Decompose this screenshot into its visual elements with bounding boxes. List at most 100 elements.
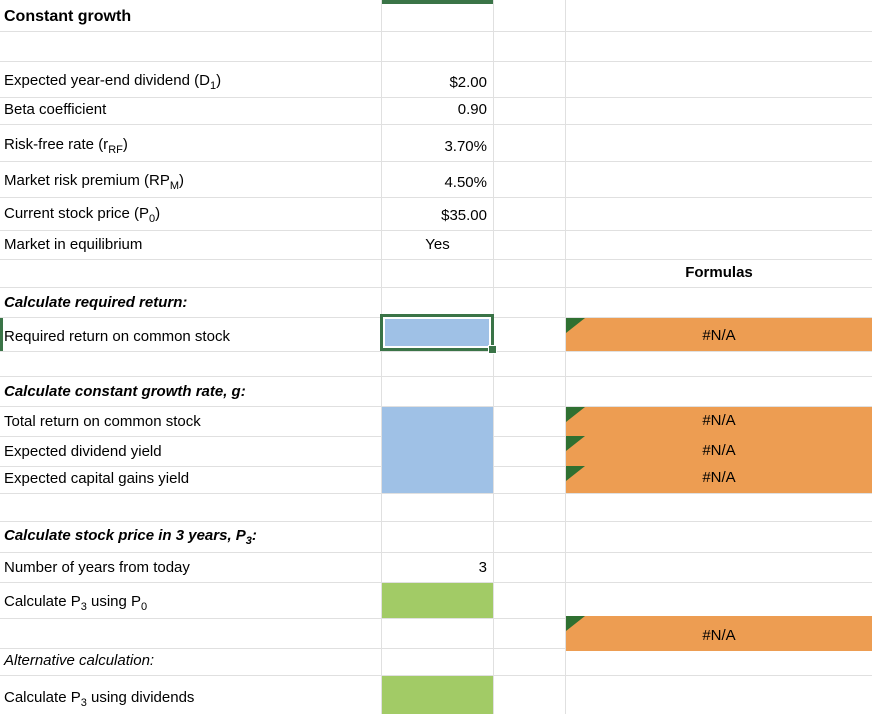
gridline bbox=[565, 0, 566, 714]
error-value: #N/A bbox=[702, 327, 736, 344]
error-indicator-icon bbox=[566, 436, 585, 451]
label-subscript: 3 bbox=[245, 535, 252, 547]
label-part: using dividends bbox=[86, 689, 195, 706]
cell-label-calc-p3-using-dividends[interactable]: Calculate P3 using dividends bbox=[0, 675, 381, 714]
gridline bbox=[0, 582, 872, 583]
label-part: Risk-free rate (r bbox=[4, 136, 109, 153]
cell-label-market-equilibrium[interactable]: Market in equilibrium bbox=[4, 236, 143, 253]
label-part: Calculate P bbox=[4, 689, 81, 706]
error-indicator-icon bbox=[566, 318, 585, 333]
label-subscript: 3 bbox=[80, 601, 87, 613]
label-subscript: 0 bbox=[149, 213, 156, 225]
cell-text: Current stock price (P0) bbox=[4, 205, 160, 225]
gridline bbox=[0, 376, 872, 377]
cell-label-capital-gains-yield[interactable]: Expected capital gains yield bbox=[4, 470, 190, 487]
row-selection-edge bbox=[0, 318, 3, 351]
label-part: ) bbox=[179, 172, 185, 189]
gridline bbox=[493, 0, 494, 714]
gridline bbox=[0, 31, 872, 32]
section-header-alternative[interactable]: Alternative calculation: bbox=[4, 652, 155, 669]
formula-result-cell[interactable]: #N/A bbox=[566, 616, 872, 651]
label-part: ) bbox=[122, 136, 128, 153]
label-subscript: 0 bbox=[141, 601, 148, 613]
formula-result-cell[interactable]: #N/A bbox=[566, 436, 872, 466]
formula-result-cell[interactable]: #N/A bbox=[566, 318, 872, 351]
gridline bbox=[0, 230, 872, 231]
gridline bbox=[0, 675, 872, 676]
label-subscript: M bbox=[169, 180, 180, 192]
label-part: ) bbox=[155, 205, 161, 222]
cell-text: Calculate P3 using dividends bbox=[4, 689, 194, 709]
cell-number-of-years-value[interactable]: 3 bbox=[478, 559, 487, 576]
selected-answer-cell[interactable] bbox=[380, 314, 497, 354]
fill-handle[interactable] bbox=[488, 345, 497, 354]
cell-title[interactable]: Constant growth bbox=[4, 8, 132, 25]
cell-label-total-return[interactable]: Total return on common stock bbox=[4, 413, 201, 430]
gridline bbox=[0, 406, 872, 407]
formulas-column-header[interactable]: Formulas bbox=[685, 264, 753, 281]
cell-label-expected-dividend[interactable]: Expected year-end dividend (D1) bbox=[0, 61, 381, 97]
label-subscript: 1 bbox=[209, 80, 217, 92]
cell-label-risk-free-rate[interactable]: Risk-free rate (rRF) bbox=[0, 124, 381, 161]
cell-risk-free-rate-value[interactable]: 3.70% bbox=[444, 138, 487, 155]
cell-current-stock-price-value[interactable]: $35.00 bbox=[441, 207, 487, 224]
error-value: #N/A bbox=[702, 442, 736, 459]
cell-text: Market risk premium (RPM) bbox=[4, 172, 184, 192]
label-part: ) bbox=[216, 72, 222, 89]
selected-cell-fill bbox=[385, 319, 489, 346]
cell-beta-value[interactable]: 0.90 bbox=[457, 101, 487, 118]
formula-result-cell[interactable]: #N/A bbox=[566, 466, 872, 493]
label-part: : bbox=[251, 527, 257, 544]
answer-cell-green[interactable] bbox=[382, 583, 493, 618]
gridline bbox=[0, 259, 872, 260]
cell-label-market-risk-premium[interactable]: Market risk premium (RPM) bbox=[0, 161, 381, 197]
cell-label-current-stock-price[interactable]: Current stock price (P0) bbox=[0, 197, 381, 230]
answer-cells-blue-block[interactable] bbox=[382, 407, 493, 493]
gridline bbox=[0, 124, 872, 125]
cell-expected-dividend-value[interactable]: $2.00 bbox=[449, 74, 487, 91]
label-part: Market risk premium (RP bbox=[4, 172, 170, 189]
section-header-growth-rate[interactable]: Calculate constant growth rate, g: bbox=[4, 383, 246, 400]
label-subscript: RF bbox=[108, 144, 123, 156]
cell-label-calc-p3-using-p0[interactable]: Calculate P3 using P0 bbox=[0, 582, 381, 618]
gridline bbox=[0, 521, 872, 522]
gridline bbox=[0, 493, 872, 494]
formula-result-block: #N/A #N/A #N/A bbox=[566, 407, 872, 493]
cell-label-number-of-years[interactable]: Number of years from today bbox=[4, 559, 190, 576]
section-header-required-return[interactable]: Calculate required return: bbox=[4, 294, 188, 311]
green-cell-edge bbox=[382, 0, 493, 4]
cell-market-risk-premium-value[interactable]: 4.50% bbox=[444, 174, 487, 191]
section-header-stock-price-3y[interactable]: Calculate stock price in 3 years, P3: bbox=[0, 521, 381, 552]
formula-result-cell[interactable]: #N/A bbox=[566, 407, 872, 436]
gridline bbox=[0, 61, 872, 62]
gridline bbox=[0, 197, 872, 198]
error-indicator-icon bbox=[566, 616, 585, 631]
answer-cell-green[interactable] bbox=[382, 676, 493, 714]
cell-label-beta[interactable]: Beta coefficient bbox=[4, 101, 107, 118]
cell-label-required-return[interactable]: Required return on common stock bbox=[4, 328, 230, 345]
gridline bbox=[0, 618, 872, 619]
gridline bbox=[0, 552, 872, 553]
cell-text: Calculate stock price in 3 years, P3: bbox=[4, 527, 257, 547]
gridline bbox=[0, 648, 872, 649]
gridline bbox=[0, 351, 872, 352]
error-indicator-icon bbox=[566, 466, 585, 481]
error-value: #N/A bbox=[702, 627, 736, 644]
gridline bbox=[0, 161, 872, 162]
cell-text: Calculate P3 using P0 bbox=[4, 593, 147, 613]
label-part: Current stock price (P bbox=[4, 205, 150, 222]
cell-text: Expected year-end dividend (D1) bbox=[4, 72, 221, 92]
label-part: using P bbox=[86, 593, 142, 610]
label-part: Expected year-end dividend (D bbox=[4, 72, 210, 89]
cell-label-dividend-yield[interactable]: Expected dividend yield bbox=[4, 443, 162, 460]
label-subscript: 3 bbox=[80, 697, 87, 709]
gridline bbox=[0, 287, 872, 288]
label-part: Calculate stock price in 3 years, P bbox=[4, 527, 246, 544]
label-part: Calculate P bbox=[4, 593, 81, 610]
cell-market-equilibrium-value[interactable]: Yes bbox=[425, 236, 450, 253]
gridline bbox=[0, 97, 872, 98]
error-value: #N/A bbox=[702, 469, 736, 486]
error-indicator-icon bbox=[566, 407, 585, 422]
cell-text: Risk-free rate (rRF) bbox=[4, 136, 128, 156]
